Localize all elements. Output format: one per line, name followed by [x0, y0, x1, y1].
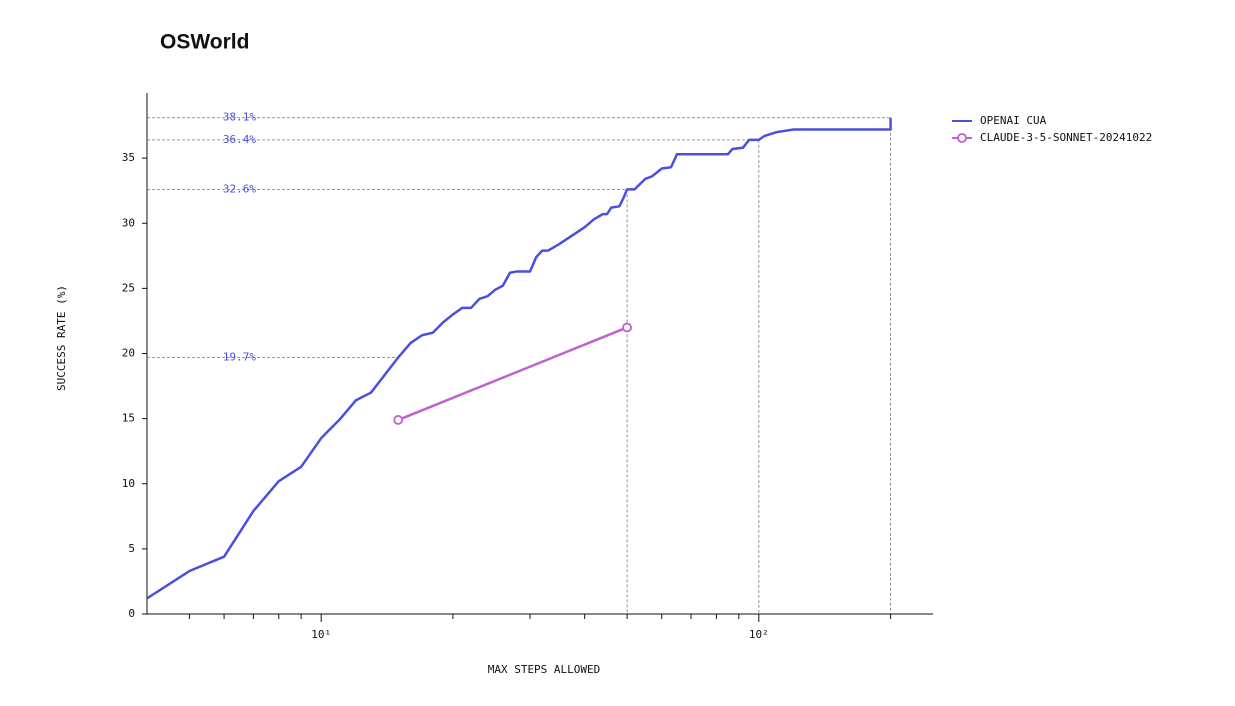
x-axis-label: MAX STEPS ALLOWED	[488, 663, 601, 676]
point	[622, 322, 632, 333]
y-tick-label: 25	[122, 281, 135, 294]
legend-label: CLAUDE-3-5-SONNET-20241022	[980, 131, 1152, 144]
y-tick-label: 35	[122, 151, 135, 164]
x-tick-label: 10¹	[311, 628, 331, 641]
chart-title: OSWorld	[160, 31, 249, 54]
y-tick-label: 15	[122, 412, 135, 425]
y-tick-label: 5	[128, 542, 135, 555]
y-tick-label: 30	[122, 216, 135, 229]
annotation-label: 32.6%	[223, 182, 256, 195]
y-axis-label: SUCCESS RATE (%)	[55, 285, 68, 391]
annotation-label: 38.1%	[223, 111, 256, 124]
point	[393, 415, 404, 425]
y-tick-label: 10	[122, 477, 135, 490]
y-tick-label: 0	[128, 607, 135, 620]
x-tick-label: 10²	[749, 628, 769, 641]
annotation-label: 19.7%	[223, 350, 256, 363]
legend-label: OPENAI CUA	[980, 114, 1047, 127]
legend-marker	[957, 133, 967, 143]
series-line	[397, 326, 628, 422]
y-tick-label: 20	[122, 347, 135, 360]
annotation-label: 36.4%	[223, 133, 256, 146]
series-line	[146, 117, 892, 600]
